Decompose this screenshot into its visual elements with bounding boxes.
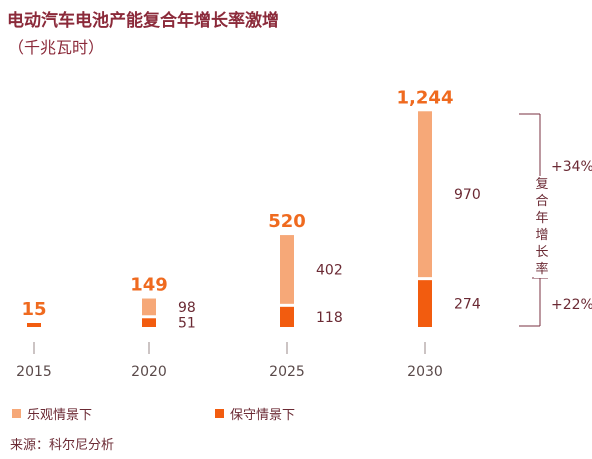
cagr-upper-value: +34% (551, 159, 592, 175)
total-label-2015: 15 (21, 299, 46, 320)
cagr-label: 复合年增长率 (534, 176, 550, 278)
legend-item-optimistic: 乐观情景下 (12, 404, 92, 423)
x-tick-label-2015: 2015 (16, 364, 52, 380)
bar-optimistic-2025 (280, 235, 294, 304)
bar-conservative-2030 (418, 280, 432, 327)
value-label-optimistic-2025: 402 (316, 262, 343, 278)
x-tick-label-2025: 2025 (269, 364, 305, 380)
value-label-conservative-2030: 274 (454, 297, 481, 313)
x-tick-label-2030: 2030 (407, 364, 443, 380)
legend-label-conservative: 保守情景下 (230, 408, 296, 423)
bar-conservative-2020 (142, 318, 156, 327)
value-label-optimistic-2020: 98 (178, 300, 196, 316)
bar-optimistic-2030 (418, 111, 432, 278)
legend-swatch-optimistic (12, 409, 21, 418)
legend-swatch-conservative (215, 409, 224, 418)
cagr-lower-value: +22% (551, 297, 592, 313)
value-label-conservative-2025: 118 (316, 310, 343, 326)
total-label-2025: 520 (268, 211, 306, 232)
total-label-2030: 1,244 (397, 87, 454, 108)
value-label-conservative-2020: 51 (178, 316, 196, 332)
chart-title: 电动汽车电池产能复合年增长率激增 (7, 11, 279, 31)
x-tick-label-2020: 2020 (131, 364, 167, 380)
bar-conservative-2025 (280, 306, 294, 327)
legend-label-optimistic: 乐观情景下 (27, 408, 93, 423)
bar-conservative-2015 (27, 323, 41, 327)
chart-subtitle: （千兆瓦时） (8, 38, 105, 57)
legend-item-conservative: 保守情景下 (215, 404, 295, 423)
bar-optimistic-2020 (142, 298, 156, 316)
total-label-2020: 149 (130, 275, 168, 296)
value-label-optimistic-2030: 970 (454, 187, 481, 203)
source-note: 来源：科尔尼分析 (10, 438, 115, 453)
